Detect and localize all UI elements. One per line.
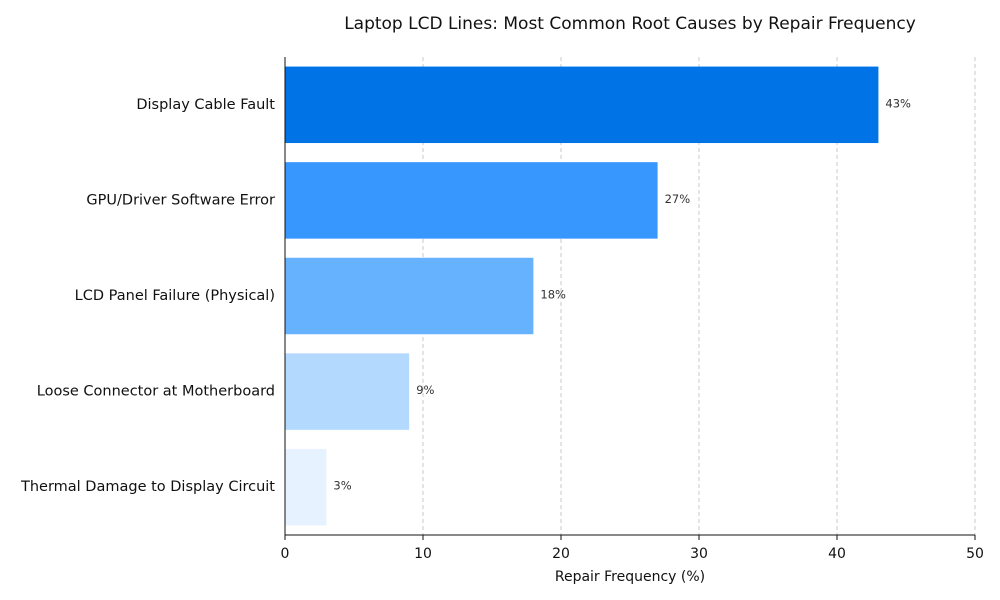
y-tick-label-3: Loose Connector at Motherboard bbox=[37, 384, 275, 400]
x-tick-label-0: 0 bbox=[281, 546, 290, 562]
y-tick-label-4: Thermal Damage to Display Circuit bbox=[20, 479, 275, 495]
y-tick-labels: Display Cable Fault GPU/Driver Software E… bbox=[20, 97, 275, 495]
x-tick-label-3: 30 bbox=[690, 546, 708, 562]
y-tick-label-2: LCD Panel Failure (Physical) bbox=[75, 288, 275, 304]
data-label-1: 27% bbox=[665, 192, 691, 206]
data-label-3: 9% bbox=[416, 383, 434, 397]
x-tick-label-5: 50 bbox=[966, 546, 984, 562]
bar-4 bbox=[285, 448, 327, 526]
bars bbox=[285, 66, 879, 526]
x-ticks: 0 10 20 30 40 50 bbox=[281, 535, 984, 562]
data-label-2: 18% bbox=[540, 288, 566, 302]
x-tick-label-4: 40 bbox=[828, 546, 846, 562]
x-tick-label-1: 10 bbox=[414, 546, 432, 562]
chart-title: Laptop LCD Lines: Most Common Root Cause… bbox=[344, 14, 916, 34]
axes bbox=[284, 57, 975, 536]
data-label-4: 3% bbox=[333, 479, 351, 493]
data-labels: 43% 27% 18% 9% 3% bbox=[333, 96, 911, 492]
bar-0 bbox=[285, 66, 879, 144]
bar-1 bbox=[285, 162, 658, 239]
y-tick-label-1: GPU/Driver Software Error bbox=[86, 192, 275, 208]
x-axis-label: Repair Frequency (%) bbox=[555, 569, 705, 585]
bar-3 bbox=[285, 353, 410, 430]
x-tick-label-2: 20 bbox=[552, 546, 570, 562]
y-tick-label-0: Display Cable Fault bbox=[136, 97, 275, 113]
data-label-0: 43% bbox=[885, 96, 911, 110]
bar-2 bbox=[285, 257, 534, 335]
